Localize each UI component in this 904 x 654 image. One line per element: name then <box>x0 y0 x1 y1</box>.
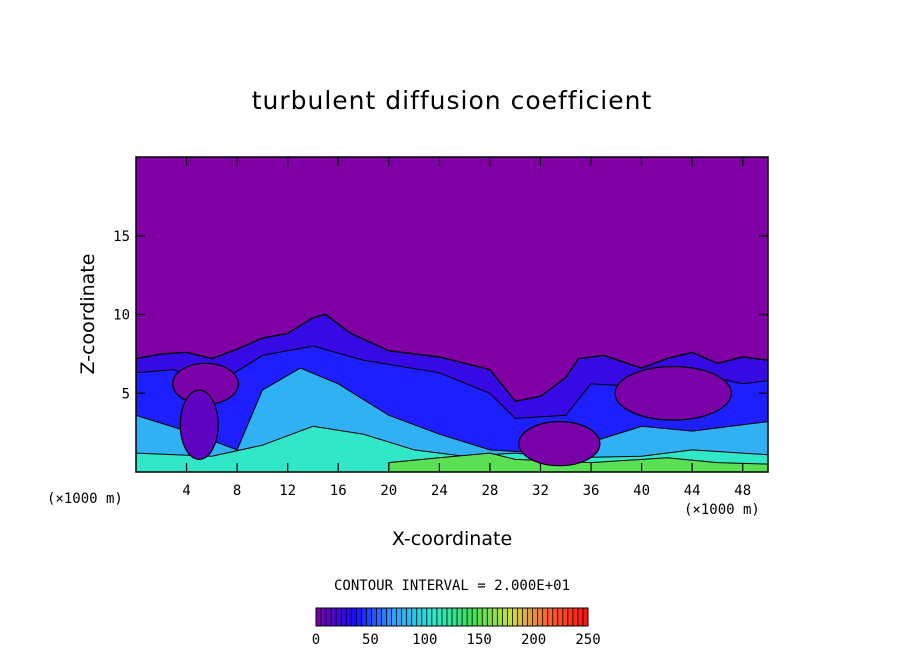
colorbar-cell <box>487 608 493 626</box>
colorbar-cell <box>482 608 488 626</box>
colorbar-cell <box>316 608 322 626</box>
colorbar-cell <box>321 608 327 626</box>
colorbar-cell <box>512 608 518 626</box>
colorbar: 0 50 100 150 200 250 <box>312 607 601 648</box>
colorbar-cell <box>477 608 483 626</box>
x-unit-left: (×1000 m) <box>47 491 123 507</box>
x-tick-label: 12 <box>279 483 296 499</box>
colorbar-cell <box>406 608 413 626</box>
y-tick-label: 10 <box>113 308 130 324</box>
colorbar-cell <box>552 608 559 626</box>
x-tick-label: 16 <box>330 483 347 499</box>
colorbar-cell <box>577 608 584 626</box>
contour-interval-label: CONTOUR INTERVAL = 2.000E+01 <box>333 578 571 594</box>
colorbar-cell <box>386 608 392 626</box>
colorbar-cell <box>391 608 397 626</box>
colorbar-cell <box>452 608 458 626</box>
x-tick-label: 40 <box>633 483 650 499</box>
colorbar-cell <box>336 608 342 626</box>
vortex-core-3 <box>179 389 219 461</box>
colorbar-cell <box>351 608 357 626</box>
colorbar-cell <box>522 608 528 626</box>
x-tick-label: 48 <box>734 483 751 499</box>
vortex-core-1 <box>614 365 732 421</box>
field-layer <box>136 313 768 472</box>
vortex-core-2 <box>518 421 601 467</box>
colorbar-cell <box>411 608 418 626</box>
colorbar-cell <box>517 608 523 626</box>
colorbar-cell <box>396 608 402 626</box>
colorbar-cell <box>547 608 554 626</box>
colorbar-tick-label: 200 <box>521 632 546 648</box>
chart-title: turbulent diffusion coefficient <box>251 86 653 115</box>
x-tick-label: 36 <box>583 483 600 499</box>
colorbar-cell <box>527 608 533 626</box>
colorbar-cell <box>401 608 407 626</box>
colorbar-cell <box>436 608 443 626</box>
colorbar-cell <box>502 608 508 626</box>
y-tick-label: 5 <box>122 386 130 402</box>
colorbar-tick-label: 150 <box>467 632 492 648</box>
colorbar-cell <box>472 608 478 626</box>
colorbar-tick-label: 0 <box>312 632 320 648</box>
colorbar-cell <box>366 608 372 626</box>
colorbar-frame <box>315 607 589 627</box>
colorbar-cell <box>381 608 387 626</box>
colorbar-cell <box>567 608 574 626</box>
colorbar-cell <box>462 608 468 626</box>
colorbar-cell <box>507 608 513 626</box>
colorbar-cell <box>421 608 428 626</box>
x-tick-label: 24 <box>431 483 448 499</box>
colorbar-cell <box>497 608 503 626</box>
colorbar-cell <box>331 608 337 626</box>
colorbar-tick-label: 250 <box>575 632 600 648</box>
colorbar-cell <box>582 608 589 626</box>
colorbar-cell <box>371 608 377 626</box>
colorbar-cell <box>542 608 549 626</box>
colorbar-cell <box>457 608 463 626</box>
x-tick-label: 8 <box>233 483 241 499</box>
colorbar-cell <box>537 608 543 626</box>
colorbar-cell <box>376 608 382 626</box>
colorbar-cell <box>326 608 332 626</box>
colorbar-cell <box>557 608 564 626</box>
colorbar-cell <box>562 608 569 626</box>
colorbar-cell <box>431 608 438 626</box>
colorbar-cell <box>426 608 433 626</box>
colorbar-cell <box>467 608 473 626</box>
colorbar-cell <box>356 608 362 626</box>
y-tick-label: 15 <box>113 229 130 245</box>
colorbar-cell <box>572 608 579 626</box>
x-tick-label: 32 <box>532 483 549 499</box>
x-tick-label: 28 <box>481 483 498 499</box>
colorbar-cell <box>532 608 538 626</box>
x-tick-label: 20 <box>380 483 397 499</box>
colorbar-cell <box>441 608 448 626</box>
colorbar-cell <box>446 608 453 626</box>
colorbar-cell <box>416 608 423 626</box>
colorbar-cell <box>341 608 347 626</box>
x-tick-label: 4 <box>182 483 190 499</box>
colorbar-cell <box>346 608 352 626</box>
x-axis-label: X-coordinate <box>391 528 513 550</box>
colorbar-tick-label: 50 <box>362 632 379 648</box>
x-tick-label: 44 <box>684 483 701 499</box>
colorbar-cell <box>492 608 498 626</box>
colorbar-cell <box>361 608 367 626</box>
colorbar-tick-label: 100 <box>412 632 437 648</box>
x-unit-right: (×1000 m) <box>684 502 760 518</box>
